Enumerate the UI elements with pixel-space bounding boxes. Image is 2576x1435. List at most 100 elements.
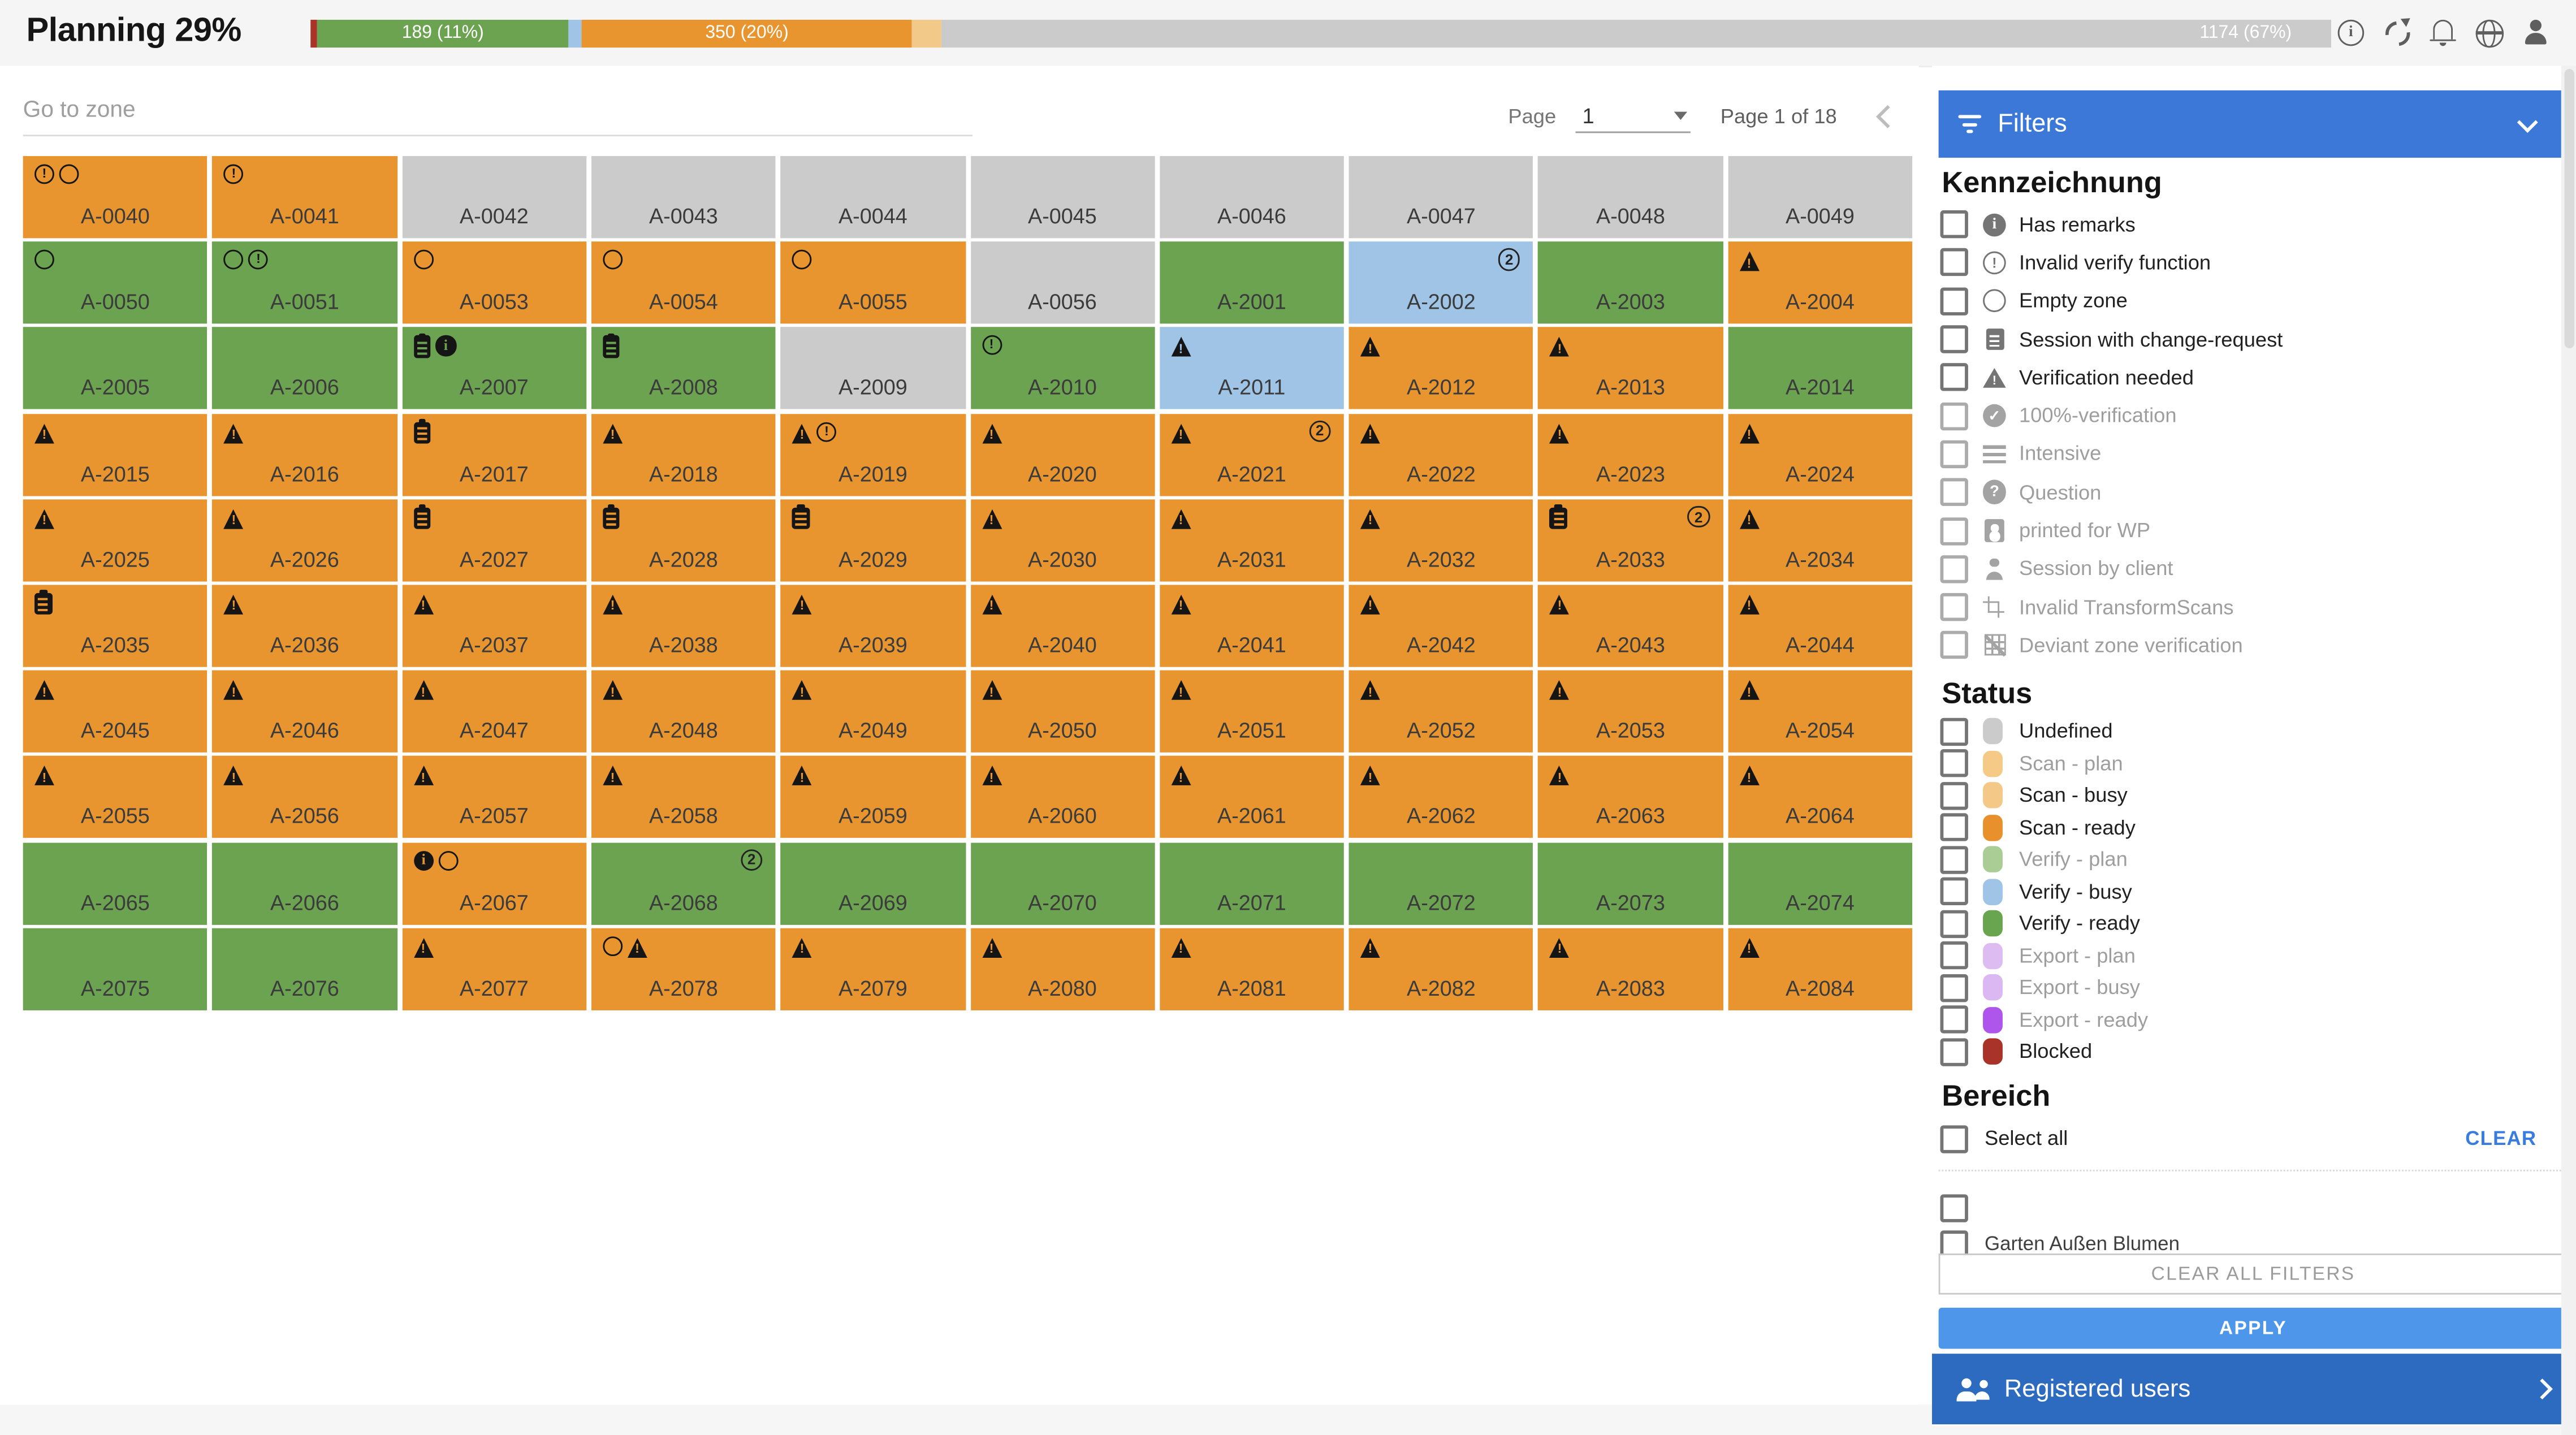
- scrollbar-thumb[interactable]: [2564, 69, 2574, 348]
- checkbox[interactable]: [1940, 555, 1968, 583]
- registered-users-bar[interactable]: Registered users: [1931, 1354, 2576, 1425]
- zone-card[interactable]: A-2024: [1727, 413, 1913, 496]
- zone-card[interactable]: A-2030: [970, 499, 1155, 581]
- zone-card[interactable]: A-2061: [1159, 756, 1345, 838]
- filter-item-session-with-change-request[interactable]: Session with change-request: [1939, 320, 2561, 358]
- filter-item-session-by-client[interactable]: Session by client: [1939, 550, 2561, 588]
- notifications-icon[interactable]: [2425, 15, 2461, 51]
- zone-card[interactable]: A-2020: [970, 413, 1155, 496]
- zone-card[interactable]: A-0040: [23, 156, 208, 239]
- clear-bereich-button[interactable]: CLEAR: [2465, 1127, 2537, 1151]
- zone-card[interactable]: A-2042: [1348, 585, 1534, 667]
- zone-card[interactable]: A-2076: [212, 927, 397, 1010]
- zone-card[interactable]: A-2025: [23, 499, 208, 581]
- zone-card[interactable]: A-2013: [1538, 327, 1723, 410]
- checkbox[interactable]: [1940, 1006, 1968, 1034]
- zone-card[interactable]: A-0049: [1727, 156, 1913, 239]
- page-select[interactable]: 1: [1576, 98, 1691, 133]
- zone-card[interactable]: A-2023: [1538, 413, 1723, 496]
- bereich-item-garten-au-en-blumen[interactable]: Garten Außen Blumen: [1939, 1226, 2561, 1254]
- filter-item-deviant-zone-verification[interactable]: Deviant zone verification: [1939, 626, 2561, 665]
- zone-card[interactable]: A-2008: [591, 327, 776, 410]
- zone-card[interactable]: A-2055: [23, 756, 208, 838]
- checkbox[interactable]: [1940, 287, 1968, 315]
- zone-card[interactable]: A-2017: [401, 413, 586, 496]
- select-all-checkbox[interactable]: [1940, 1125, 1968, 1153]
- filter-item-has-remarks[interactable]: Has remarks: [1939, 205, 2561, 244]
- zone-card[interactable]: A-2069: [780, 842, 966, 924]
- zone-card[interactable]: A-2038: [591, 585, 776, 667]
- zone-card[interactable]: A-2005: [23, 327, 208, 410]
- zone-card[interactable]: A-2073: [1538, 842, 1723, 924]
- zone-card[interactable]: A-2044: [1727, 585, 1913, 667]
- info-icon[interactable]: [2333, 15, 2369, 51]
- filter-item-verification-needed[interactable]: Verification needed: [1939, 358, 2561, 397]
- zone-card[interactable]: A-2074: [1727, 842, 1913, 924]
- checkbox[interactable]: [1940, 364, 1968, 392]
- language-icon[interactable]: [2471, 15, 2507, 51]
- filter-item-question[interactable]: Question: [1939, 473, 2561, 512]
- zone-card[interactable]: A-2065: [23, 842, 208, 924]
- zone-card[interactable]: A-2048: [591, 670, 776, 753]
- zone-card[interactable]: A-2031: [1159, 499, 1345, 581]
- checkbox[interactable]: [1940, 210, 1968, 239]
- apply-button[interactable]: APPLY: [1938, 1307, 2568, 1349]
- zone-card[interactable]: 2 A-2033: [1538, 499, 1723, 581]
- zone-card[interactable]: A-2049: [780, 670, 966, 753]
- zone-card[interactable]: A-2081: [1159, 927, 1345, 1010]
- zone-card[interactable]: A-2014: [1727, 327, 1913, 410]
- zone-card[interactable]: A-2062: [1348, 756, 1534, 838]
- bereich-item-item[interactable]: [1939, 1190, 2561, 1226]
- zone-card[interactable]: A-2029: [780, 499, 966, 581]
- zone-card[interactable]: A-2028: [591, 499, 776, 581]
- zone-card[interactable]: A-2053: [1538, 670, 1723, 753]
- checkbox[interactable]: [1940, 814, 1968, 842]
- scrollbar[interactable]: [2561, 66, 2576, 1435]
- zone-card[interactable]: A-2054: [1727, 670, 1913, 753]
- checkbox[interactable]: [1940, 1194, 1968, 1222]
- zone-card[interactable]: A-2070: [970, 842, 1155, 924]
- zone-card[interactable]: A-0051: [212, 241, 397, 324]
- previous-page-button[interactable]: [1876, 104, 1900, 128]
- zone-card[interactable]: A-2036: [212, 585, 397, 667]
- status-item-scan-busy[interactable]: Scan - busy: [1939, 780, 2561, 812]
- checkbox[interactable]: [1940, 516, 1968, 545]
- checkbox[interactable]: [1940, 878, 1968, 906]
- zone-card[interactable]: A-2066: [212, 842, 397, 924]
- zone-card[interactable]: A-2009: [780, 327, 966, 410]
- checkbox[interactable]: [1940, 593, 1968, 621]
- sync-icon[interactable]: [2379, 15, 2415, 51]
- checkbox[interactable]: [1940, 718, 1968, 746]
- checkbox[interactable]: [1940, 910, 1968, 938]
- zone-card[interactable]: A-2067: [401, 842, 586, 924]
- zone-card[interactable]: A-2056: [212, 756, 397, 838]
- zone-card[interactable]: A-2051: [1159, 670, 1345, 753]
- status-item-scan-ready[interactable]: Scan - ready: [1939, 812, 2561, 844]
- checkbox[interactable]: [1940, 249, 1968, 277]
- zone-card[interactable]: A-2018: [591, 413, 776, 496]
- zone-card[interactable]: A-2037: [401, 585, 586, 667]
- status-item-export-busy[interactable]: Export - busy: [1939, 972, 2561, 1004]
- zone-card[interactable]: A-2058: [591, 756, 776, 838]
- checkbox[interactable]: [1940, 631, 1968, 660]
- zone-card[interactable]: A-2057: [401, 756, 586, 838]
- zone-card[interactable]: A-2041: [1159, 585, 1345, 667]
- zone-card[interactable]: A-2047: [401, 670, 586, 753]
- zone-card[interactable]: A-0055: [780, 241, 966, 324]
- zone-card[interactable]: A-2060: [970, 756, 1155, 838]
- zone-card[interactable]: A-2003: [1538, 241, 1723, 324]
- zone-card[interactable]: A-2043: [1538, 585, 1723, 667]
- zone-card[interactable]: A-2084: [1727, 927, 1913, 1010]
- status-item-scan-plan[interactable]: Scan - plan: [1939, 747, 2561, 780]
- zone-card[interactable]: A-2011: [1159, 327, 1345, 410]
- zone-card[interactable]: A-2080: [970, 927, 1155, 1010]
- zone-card[interactable]: A-0053: [401, 241, 586, 324]
- checkbox[interactable]: [1940, 440, 1968, 468]
- zone-card[interactable]: A-2019: [780, 413, 966, 496]
- checkbox[interactable]: [1940, 749, 1968, 778]
- zone-card[interactable]: A-2064: [1727, 756, 1913, 838]
- status-item-export-plan[interactable]: Export - plan: [1939, 940, 2561, 972]
- zone-card[interactable]: A-2010: [970, 327, 1155, 410]
- zone-card[interactable]: A-2072: [1348, 842, 1534, 924]
- status-item-verify-plan[interactable]: Verify - plan: [1939, 844, 2561, 876]
